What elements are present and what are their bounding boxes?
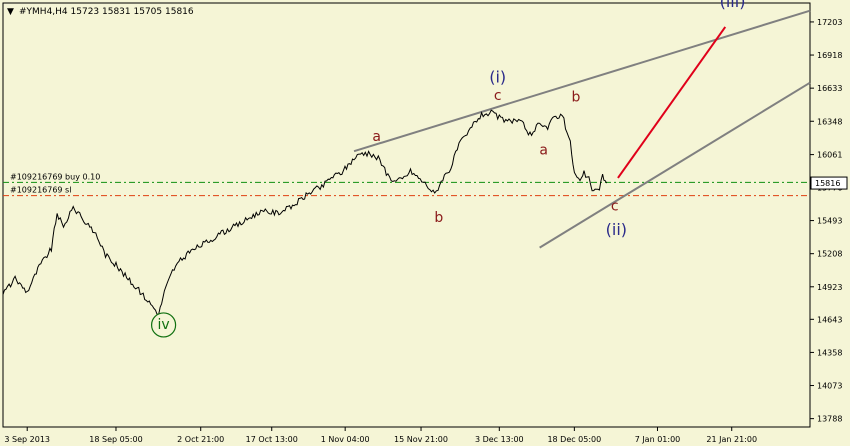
- chart-header: ▼ #YMH4,H4 15723 15831 15705 15816: [7, 7, 194, 17]
- wave-label: b: [434, 210, 443, 226]
- x-tick-label: 18 Sep 05:00: [89, 435, 142, 444]
- current-price-label: 15816: [815, 179, 840, 188]
- y-tick-label: 14073: [817, 382, 842, 391]
- y-tick-label: 16918: [817, 51, 842, 60]
- price-line: [2, 109, 608, 316]
- x-tick-label: 3 Sep 2013: [4, 435, 50, 444]
- y-tick-label: 16348: [817, 117, 842, 126]
- trend-lines[interactable]: [353, 9, 811, 249]
- y-tick-label: 13788: [817, 415, 842, 424]
- x-tick-label: 17 Oct 13:00: [246, 435, 298, 444]
- chart-title: #YMH4,H4 15723 15831 15705 15816: [19, 7, 194, 17]
- channel-upper-line[interactable]: [353, 9, 811, 153]
- sl-order-label: #109216769 sl: [10, 186, 71, 195]
- y-tick-label: 15493: [817, 217, 842, 226]
- channel-lower-line[interactable]: [539, 81, 811, 249]
- x-tick-label: 3 Dec 13:00: [475, 435, 524, 444]
- wave-iv-circle: [150, 312, 177, 338]
- plot-frame: [2, 2, 811, 428]
- x-tick-label: 18 Dec 05:00: [547, 435, 601, 444]
- price-axis: 1378814073143581464314923152081549315776…: [810, 18, 848, 424]
- wave-label: iv: [157, 317, 169, 333]
- x-tick-label: 15 Nov 21:00: [394, 435, 448, 444]
- y-tick-label: 14643: [817, 315, 842, 324]
- wave-label: b: [572, 89, 581, 105]
- y-tick-label: 16061: [817, 151, 842, 160]
- y-tick-label: 14923: [817, 283, 842, 292]
- y-tick-label: 14358: [817, 348, 842, 357]
- x-tick-label: 7 Jan 01:00: [635, 435, 681, 444]
- wave-label: (iii): [720, 0, 746, 11]
- x-tick-label: 21 Jan 21:00: [706, 435, 757, 444]
- wave-label: (ii): [606, 220, 627, 239]
- current-price-box: [810, 176, 848, 190]
- buy-order-label: #109216769 buy 0.10: [10, 172, 100, 181]
- x-tick-label: 1 Nov 04:00: [321, 435, 370, 444]
- x-tick-label: 2 Oct 21:00: [177, 435, 224, 444]
- header-arrow-icon: ▼: [7, 7, 14, 17]
- wave-label: a: [372, 129, 381, 145]
- y-tick-label: 17203: [817, 18, 842, 27]
- wave-label: c: [494, 88, 502, 104]
- time-axis: 3 Sep 2013 18 Sep 05:00 2 Oct 21:00 17 Oct …: [4, 427, 757, 444]
- y-tick-label: 16633: [817, 84, 842, 93]
- wave-label: (i): [489, 68, 506, 87]
- wave-label: c: [611, 198, 619, 214]
- wave-label: a: [539, 143, 548, 159]
- order-lines: #109216769 buy 0.10 #109216769 sl: [3, 172, 810, 197]
- projection-arrow-line[interactable]: [617, 26, 727, 179]
- y-tick-label: 15208: [817, 250, 842, 259]
